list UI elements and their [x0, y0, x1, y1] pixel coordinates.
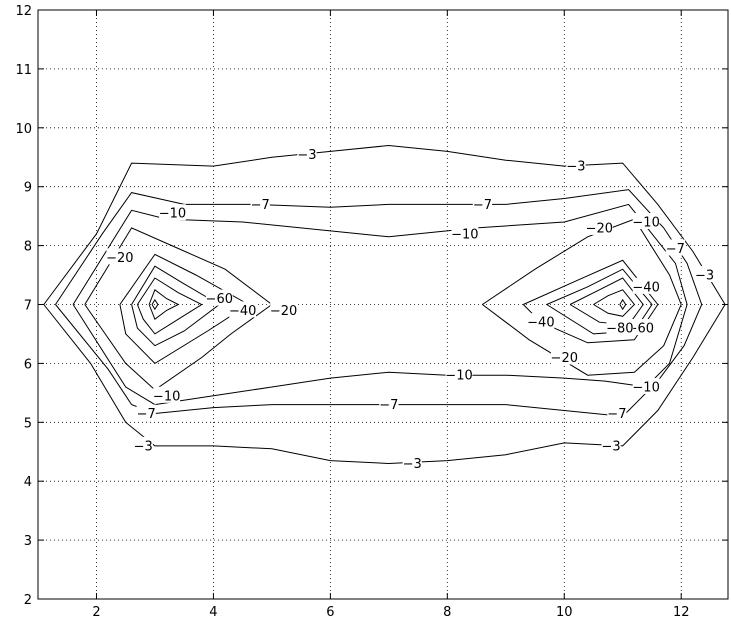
contour-label: −7: [251, 198, 270, 213]
contour-label-background: [626, 319, 654, 336]
contour-label: −3: [134, 439, 153, 454]
contour-label: −3: [566, 160, 585, 175]
contour-label: −3: [297, 148, 316, 163]
y-axis-ticks: 2 3 4 5 6 7 8 9 10 11 12: [15, 4, 728, 608]
x-tick-label: 10: [556, 605, 573, 620]
y-tick-label: 2: [24, 593, 32, 608]
contour-label-background: [159, 204, 186, 221]
y-tick-label: 12: [15, 4, 32, 19]
contour-label: −3: [403, 457, 422, 472]
contour-line: [569, 277, 644, 326]
contour-label-background: [550, 348, 578, 365]
y-tick-label: 9: [24, 181, 32, 196]
contour-label: −10: [632, 380, 659, 395]
y-tick-label: 4: [24, 475, 32, 490]
contour-label-background: [472, 195, 493, 212]
x-tick-label: 4: [209, 605, 217, 620]
contour-label-background: [632, 277, 660, 294]
contour-label-background: [153, 386, 181, 403]
contour-label: −7: [379, 398, 398, 413]
y-tick-label: 7: [24, 299, 32, 314]
contour-label-background: [229, 301, 257, 318]
contour-label: −20: [551, 351, 578, 366]
contour-label: −10: [159, 207, 186, 222]
contour-line: [136, 277, 203, 335]
contour-label-background: [205, 289, 233, 306]
contour-line: [151, 298, 159, 311]
y-tick-label: 6: [24, 357, 32, 372]
contour-label: −7: [607, 407, 626, 422]
contour-label: −7: [137, 407, 156, 422]
contour-line: [619, 298, 627, 311]
contour-line: [546, 268, 653, 335]
contour-label: −80: [606, 322, 633, 337]
contour-label-background: [270, 301, 297, 318]
contour-label-background: [445, 366, 473, 383]
contour-label: −60: [627, 322, 654, 337]
y-tick-label: 10: [15, 122, 32, 137]
contour-label-background: [106, 248, 134, 265]
contour-label-background: [606, 319, 634, 336]
contour-label-background: [585, 218, 613, 235]
contour-line: [72, 203, 688, 406]
contour-label-background: [632, 377, 660, 394]
contour-label: −40: [632, 280, 659, 295]
contour-line: [84, 227, 273, 391]
contour-line: [148, 289, 180, 320]
contour-label-background: [665, 239, 685, 256]
contour-label-background: [379, 395, 399, 412]
contour-label-background: [402, 454, 422, 471]
contour-label-background: [136, 404, 156, 421]
contour-label: −7: [666, 242, 685, 257]
contour-label: −20: [270, 304, 297, 319]
x-tick-label: 2: [92, 605, 100, 620]
contour-label: −10: [451, 227, 478, 242]
contour-line: [593, 289, 636, 317]
contour-label-background: [250, 195, 270, 212]
contour-label: −10: [445, 369, 472, 384]
contour-line: [55, 189, 703, 417]
y-tick-label: 8: [24, 240, 32, 255]
contour-label-background: [527, 313, 555, 330]
contour-label: −7: [473, 198, 492, 213]
contour-label: −10: [153, 389, 180, 404]
contour-label-background: [601, 436, 621, 453]
contour-label: −20: [586, 221, 613, 236]
contour-label-background: [451, 224, 479, 241]
contour-line: [119, 253, 250, 365]
contour-label-background: [297, 145, 317, 162]
x-tick-label: 6: [326, 605, 334, 620]
contour-label-background: [133, 436, 153, 453]
grid-lines: [38, 10, 728, 599]
contour-label-background: [607, 404, 627, 421]
contour-label-background: [566, 157, 586, 174]
y-tick-label: 11: [15, 63, 32, 78]
contour-label: −3: [695, 269, 714, 284]
y-tick-label: 3: [24, 534, 32, 549]
contour-label: −40: [229, 304, 256, 319]
contour-line: [131, 265, 221, 347]
x-tick-label: 8: [443, 605, 451, 620]
x-tick-label: 12: [673, 605, 690, 620]
contour-label: −40: [527, 316, 554, 331]
contour-label-background: [695, 266, 715, 283]
contour-label: −60: [206, 292, 233, 307]
contour-labels: −3 −3 −3 −3 −3 −3 −7 −7 −7 −7 −7 −7 −10 −10 −10 −10 −10 −…: [106, 145, 715, 472]
y-tick-label: 5: [24, 416, 32, 431]
contour-label: −20: [106, 251, 133, 266]
contour-label-background: [632, 213, 660, 230]
contour-label: −3: [601, 439, 620, 454]
contour-label: −10: [632, 216, 659, 231]
x-axis-ticks: 2 4 6 8 10 12: [92, 10, 689, 620]
